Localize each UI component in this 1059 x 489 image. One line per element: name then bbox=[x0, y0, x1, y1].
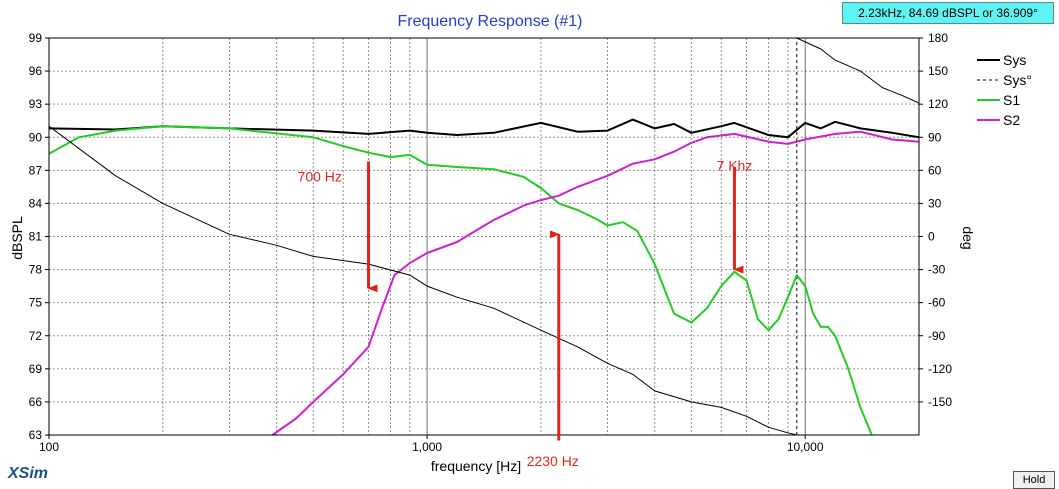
annotations: 700 Hz 2230 Hz 7 Khz bbox=[298, 157, 753, 469]
x-tick-label: 1,000 bbox=[412, 440, 442, 454]
y-tick-label: 93 bbox=[29, 97, 43, 111]
y-tick-label: 96 bbox=[29, 64, 43, 78]
y-tick-label: 78 bbox=[29, 263, 43, 277]
y2-tick-label: -120 bbox=[928, 362, 952, 376]
y2-tick-label: -90 bbox=[928, 329, 946, 343]
series-sys bbox=[49, 118, 919, 139]
legend-label-sys: Sys bbox=[1003, 52, 1026, 68]
legend: Sys Sys° S1 S2 bbox=[977, 52, 1032, 128]
grid bbox=[49, 38, 919, 435]
y2-tick-label: 150 bbox=[928, 64, 948, 78]
y2-tick-label: -60 bbox=[928, 296, 946, 310]
x-tick-label: 10,000 bbox=[787, 440, 824, 454]
y-axis-title: dBSPL bbox=[9, 216, 25, 260]
series-layer bbox=[49, 38, 919, 435]
y-tick-label: 87 bbox=[29, 163, 43, 177]
annotation-label-2: 7 Khz bbox=[717, 157, 753, 173]
legend-label-s1: S1 bbox=[1003, 92, 1020, 108]
y-tick-label: 84 bbox=[29, 196, 43, 210]
hold-button[interactable]: Hold bbox=[1013, 471, 1055, 489]
chart-title: Frequency Response (#1) bbox=[398, 13, 583, 30]
y-tick-label: 90 bbox=[29, 130, 43, 144]
axis-ticks: 63 66 69 72 75 78 81 84 87 90 93 96 99 -150 -120 -90 -60… bbox=[29, 31, 953, 454]
annotation-label-0: 700 Hz bbox=[298, 168, 342, 184]
cursor-readout: 2.23kHz, 84.69 dBSPL or 36.909° bbox=[842, 2, 1054, 24]
legend-label-s2: S2 bbox=[1003, 112, 1020, 128]
y-tick-label: 66 bbox=[29, 395, 43, 409]
y-tick-label: 69 bbox=[29, 362, 43, 376]
y-tick-label: 99 bbox=[29, 31, 43, 45]
y2-tick-label: 90 bbox=[928, 130, 942, 144]
xsim-logo: XSim bbox=[7, 465, 48, 482]
y2-tick-label: 30 bbox=[928, 196, 942, 210]
legend-label-sys-phase: Sys° bbox=[1003, 72, 1032, 88]
y2-tick-label: -30 bbox=[928, 263, 946, 277]
y2-tick-label: -150 bbox=[928, 395, 952, 409]
x-tick-label: 100 bbox=[39, 440, 59, 454]
series-s1 bbox=[49, 125, 873, 435]
x-axis-title: frequency [Hz] bbox=[431, 458, 521, 474]
y2-tick-label: 60 bbox=[928, 163, 942, 177]
y2-tick-label: 0 bbox=[928, 230, 935, 244]
y-tick-label: 75 bbox=[29, 296, 43, 310]
y-tick-label: 63 bbox=[29, 428, 43, 442]
y2-tick-label: 180 bbox=[928, 31, 948, 45]
y-tick-label: 81 bbox=[29, 230, 43, 244]
annotation-label-1: 2230 Hz bbox=[527, 453, 579, 469]
phase-curve-4 bbox=[49, 125, 797, 435]
y-tick-label: 72 bbox=[29, 329, 43, 343]
phase-curve-5 bbox=[796, 38, 919, 104]
y2-tick-label: 120 bbox=[928, 97, 948, 111]
series-s2 bbox=[271, 130, 919, 435]
plot-area[interactable] bbox=[48, 37, 920, 436]
y2-axis-title: deg bbox=[960, 226, 976, 249]
